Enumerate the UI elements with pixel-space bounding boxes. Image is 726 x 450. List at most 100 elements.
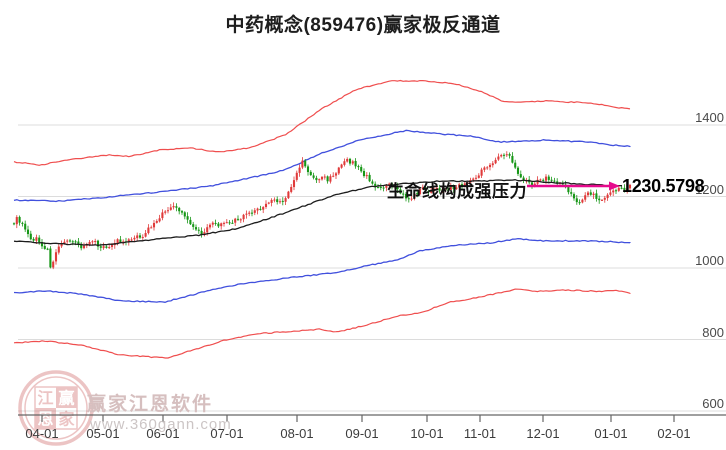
candle-body — [500, 155, 503, 157]
candle-body — [150, 227, 153, 229]
candle-body — [234, 218, 237, 223]
candle-body — [214, 222, 217, 224]
candle-body — [183, 212, 186, 217]
candle-body — [222, 222, 226, 224]
candle-body — [178, 207, 181, 212]
candle-body — [203, 232, 206, 235]
page-title: 中药概念(859476)赢家极反通道 — [225, 15, 501, 36]
candle-body — [374, 183, 377, 188]
candle-body — [357, 166, 360, 168]
candle-body — [581, 199, 584, 203]
candle-body — [46, 248, 49, 250]
candle-body — [281, 200, 284, 202]
candle-body — [304, 160, 307, 167]
candle-body — [570, 192, 573, 194]
candle-body — [486, 167, 489, 169]
candle-body — [136, 235, 139, 239]
channel-upper-inner-blue — [13, 129, 631, 203]
candle-body — [430, 191, 433, 193]
x-axis-label: 12-01 — [526, 426, 560, 441]
candle-body — [494, 159, 497, 164]
candle-body — [550, 179, 553, 181]
candle-body — [416, 193, 419, 195]
x-axis-label: 10-01 — [410, 426, 444, 441]
x-axis-label: 05-01 — [86, 426, 120, 441]
candle-body — [278, 201, 282, 203]
candle-body — [110, 245, 114, 247]
candle-body — [343, 161, 346, 165]
candle-body — [360, 166, 363, 172]
candle-body — [152, 222, 156, 228]
candle-body — [444, 189, 447, 191]
watermark-seal-part — [18, 370, 94, 446]
candle-body — [295, 172, 298, 180]
candle-body — [141, 236, 144, 238]
candle-body — [74, 241, 77, 243]
candle-body — [29, 233, 32, 240]
candle-body — [94, 241, 97, 243]
candle-body — [458, 184, 461, 188]
candle-body — [477, 175, 480, 178]
candle-body — [530, 182, 534, 186]
lifeline-pressure-annotation: 生命线构成强压力 — [387, 182, 527, 201]
y-axis-label: 600 — [702, 396, 724, 411]
candle-body — [323, 176, 326, 178]
candle-body — [376, 186, 380, 188]
candle-body — [155, 221, 158, 223]
candle-body — [206, 227, 209, 233]
channel-lower-inner-blue — [13, 237, 631, 303]
candle-body — [88, 241, 91, 245]
candle-body — [38, 237, 41, 243]
candle-body — [197, 229, 200, 231]
candle-body — [217, 223, 220, 227]
candle-body — [404, 193, 408, 199]
candle-body — [329, 176, 332, 182]
candle-body — [539, 179, 542, 181]
x-axis-label: 06-01 — [146, 426, 180, 441]
candle-body — [567, 187, 570, 193]
candle-body — [497, 156, 500, 160]
candle-body — [533, 183, 536, 186]
candle-body — [71, 241, 74, 243]
candle-body — [455, 187, 458, 190]
candle-body — [208, 224, 212, 228]
candle-body — [175, 206, 178, 208]
x-axis-label: 11-01 — [463, 426, 497, 441]
candle-body — [480, 169, 483, 176]
candle-body — [334, 173, 338, 176]
candle-body — [211, 222, 214, 225]
watermark-brand-text: 赢家江恩软件 — [87, 394, 214, 415]
candle-body — [186, 216, 189, 220]
candle-body — [502, 154, 506, 156]
candle-body — [253, 210, 256, 213]
candle-body — [85, 244, 88, 246]
candle-body — [133, 237, 136, 240]
candle-body — [553, 180, 556, 182]
candle-body — [52, 261, 55, 268]
candle-body — [508, 154, 511, 156]
candle-body — [57, 246, 60, 253]
candle-body — [575, 198, 578, 203]
candle-body — [231, 222, 234, 224]
candle-body — [348, 158, 352, 164]
candle-body — [379, 187, 382, 189]
candle-body — [290, 186, 293, 192]
candle-body — [239, 219, 242, 221]
candle-body — [250, 212, 254, 214]
watermark-seal-part: 赢 — [58, 389, 74, 408]
candle-body — [105, 246, 108, 248]
candle-body — [589, 192, 592, 195]
candle-body — [315, 177, 318, 181]
candle-body — [402, 193, 405, 195]
watermark-seal-part — [35, 408, 56, 429]
candle-body — [220, 223, 223, 227]
candle-body — [96, 240, 100, 247]
candle-body — [340, 164, 343, 168]
candle-body — [435, 187, 438, 189]
candle-body — [446, 189, 450, 191]
candle-body — [463, 183, 466, 187]
candle-body — [572, 194, 576, 199]
candle-body — [267, 202, 270, 204]
candle-body — [256, 208, 259, 211]
candle-body — [505, 154, 508, 156]
